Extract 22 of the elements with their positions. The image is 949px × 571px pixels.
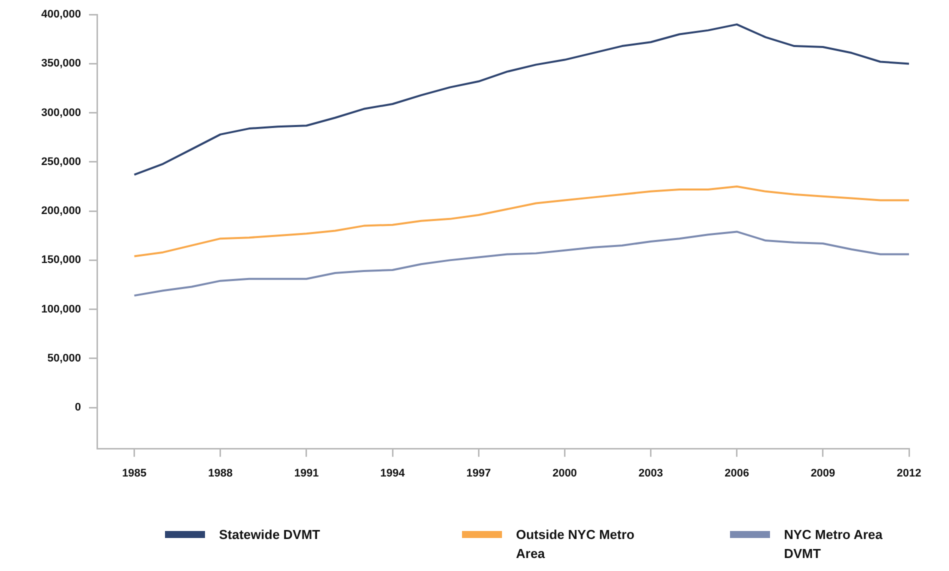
x-tick-label: 2000: [552, 467, 577, 480]
y-tick-label: 250,000: [41, 156, 81, 168]
y-tick-label: 0: [74, 402, 81, 414]
legend-label: Outside NYC Metro Area: [516, 526, 636, 563]
x-tick-label: 1991: [294, 467, 319, 480]
x-tick-label: 2003: [638, 467, 664, 480]
y-tick-label: 350,000: [41, 58, 81, 70]
y-tick-label: 150,000: [41, 254, 81, 266]
x-tick-label: 2006: [724, 467, 750, 480]
legend-label: Statewide DVMT: [219, 526, 322, 544]
x-tick-label: 1997: [466, 467, 491, 480]
y-tick-label: 50,000: [47, 352, 81, 364]
x-tick-label: 2009: [810, 467, 836, 480]
y-tick-label: 400,000: [41, 8, 81, 21]
legend-label: NYC Metro Area DVMT: [784, 526, 884, 563]
x-tick-label: 1994: [380, 467, 406, 480]
y-tick-label: 200,000: [41, 205, 81, 218]
y-tick-label: 100,000: [41, 303, 81, 316]
x-tick-label: 1985: [122, 467, 147, 480]
y-tick-label: 300,000: [41, 106, 81, 119]
x-tick-label: 1988: [208, 467, 233, 480]
x-tick-label: 2012: [896, 467, 922, 480]
